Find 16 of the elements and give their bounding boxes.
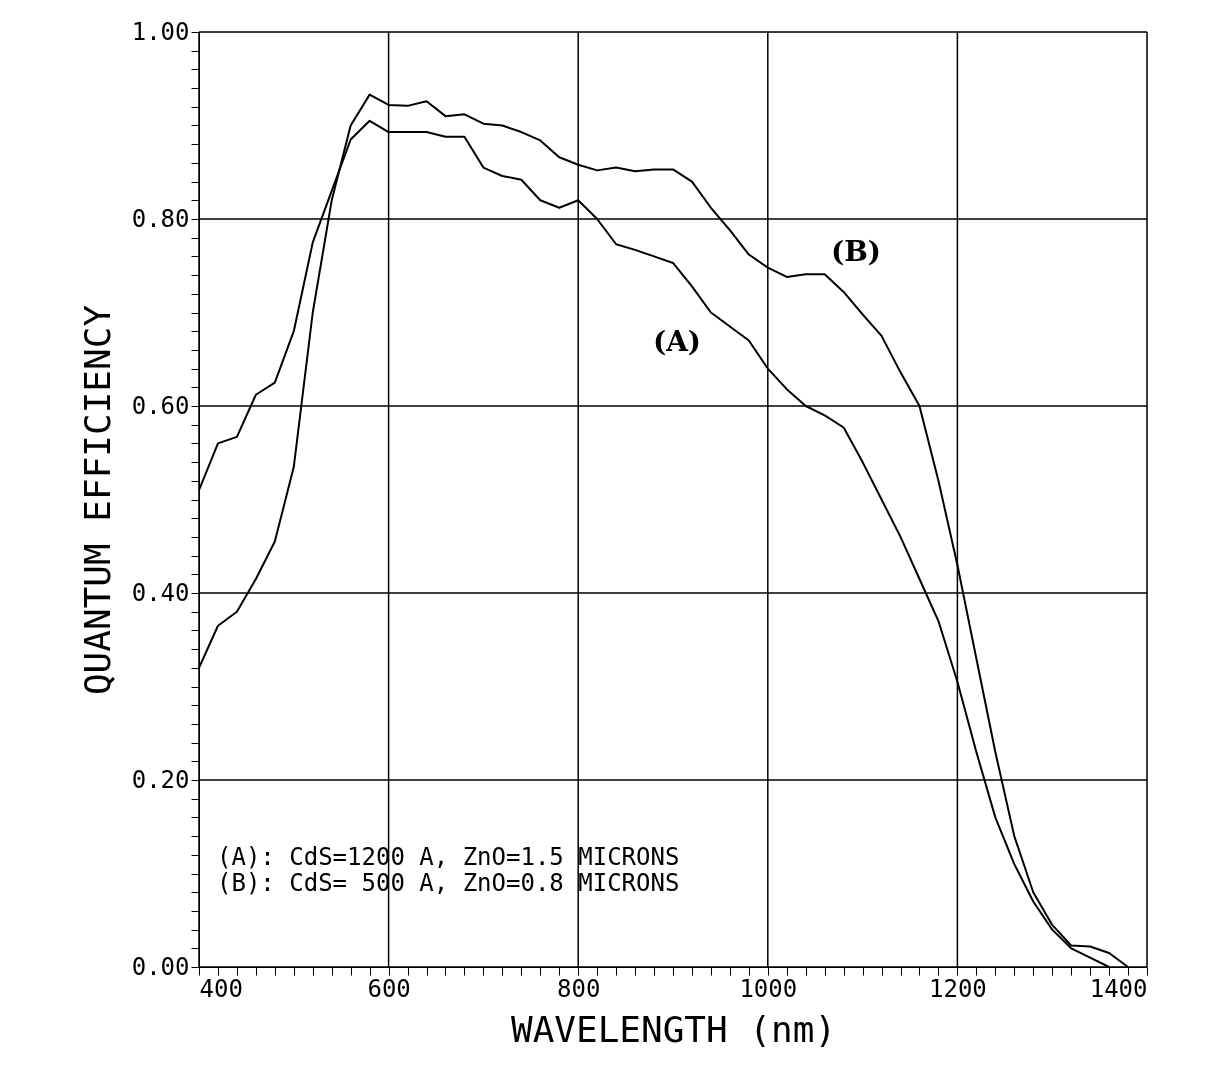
x-tick-label: 600 — [367, 974, 411, 1003]
x-tick-label: 1000 — [739, 974, 798, 1003]
y-tick-label: 0.00 — [131, 952, 190, 981]
x-tick-label: 400 — [199, 974, 243, 1003]
y-tick-label: 0.40 — [131, 578, 190, 607]
x-tick-label: 1400 — [1089, 974, 1148, 1003]
y-tick-label: 0.60 — [131, 391, 190, 420]
x-tick-label: 800 — [557, 974, 601, 1003]
x-tick-label: 1200 — [929, 974, 987, 1003]
y-axis-title: QUANTUM EFFICIENCY — [76, 304, 118, 696]
annotation: (A) — [652, 325, 702, 358]
y-tick-label: 0.80 — [131, 204, 190, 233]
annotation: (B) — [830, 235, 882, 268]
x-axis-title: WAVELENGTH (nm) — [510, 1008, 837, 1050]
y-tick-label: 0.20 — [131, 765, 190, 794]
y-tick-label: 1.00 — [131, 17, 190, 46]
